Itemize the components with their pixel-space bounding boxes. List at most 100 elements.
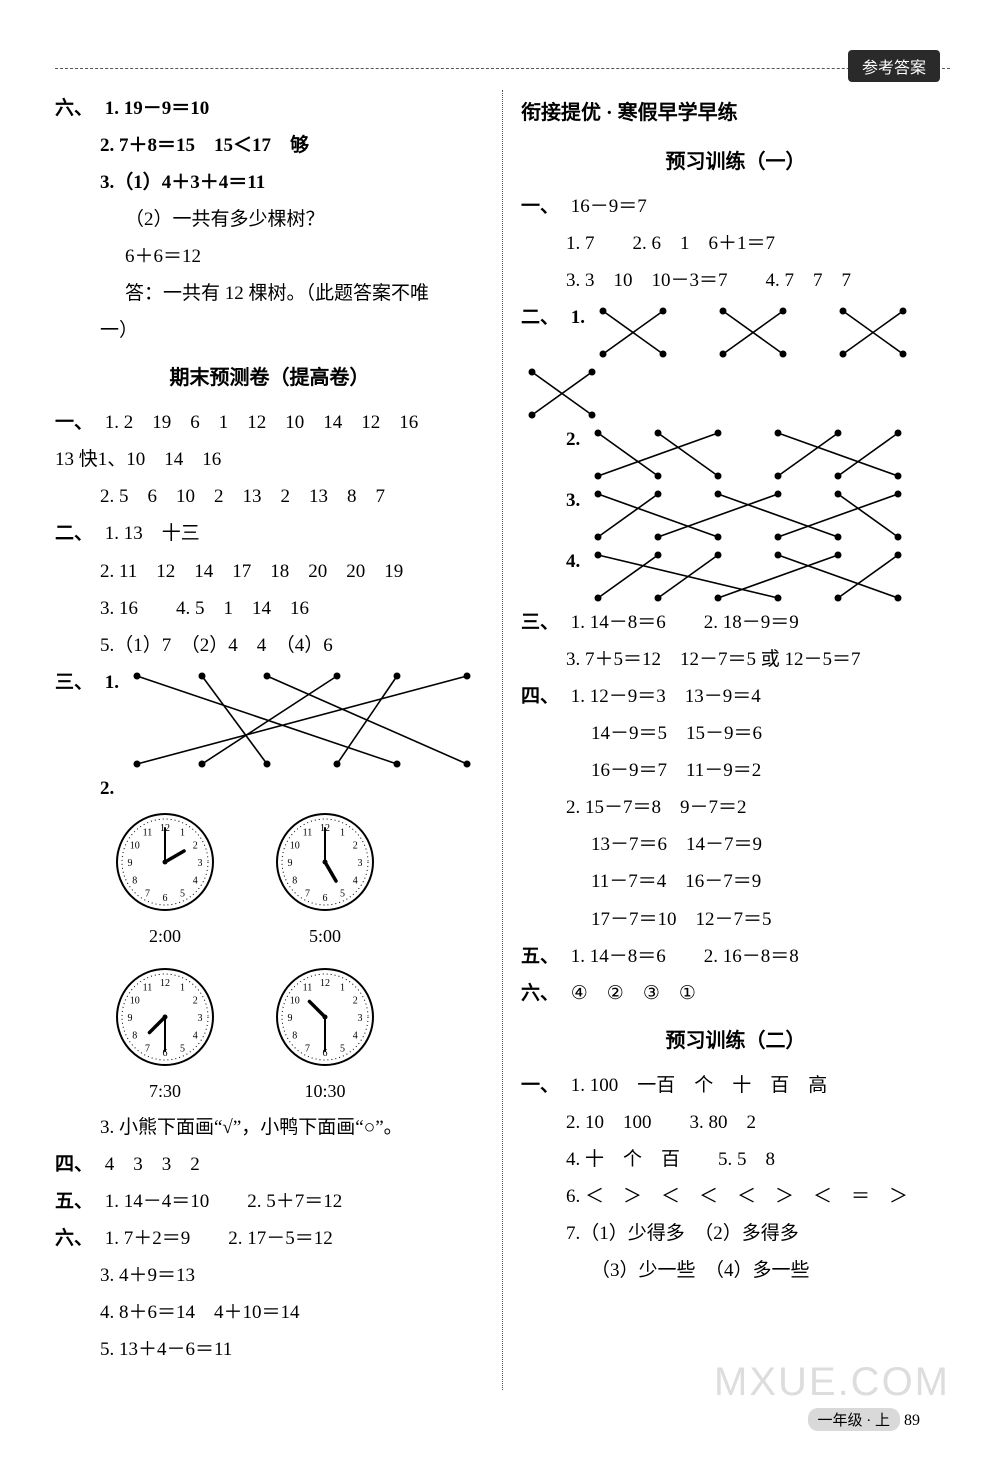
text: 13－7＝6 14－7＝9	[591, 826, 950, 863]
svg-text:9: 9	[128, 1013, 133, 1024]
text: （3）少一些 （4）多一些	[591, 1252, 950, 1289]
text: 6. ＜ ＞ ＜ ＜ ＜ ＞ ＜ ＝ ＞	[566, 1178, 950, 1215]
matching-diagram	[132, 670, 472, 770]
svg-text:10: 10	[290, 840, 300, 851]
matching-diagram-extra	[527, 366, 597, 421]
l-four: 四、 4 3 3 2	[55, 1146, 484, 1183]
svg-text:9: 9	[128, 858, 133, 869]
text: 1. 7 2. 6 1 6＋1＝7	[566, 225, 950, 262]
footer: 一年级 · 上 89	[808, 1408, 921, 1431]
matching-diagram	[593, 488, 903, 543]
matching-diagram	[593, 549, 903, 604]
clock-icon: 123456789101112	[270, 807, 380, 917]
num: 2.	[100, 770, 122, 807]
text: 5.（1）7 （2）4 4 （4）6	[100, 627, 484, 664]
r-one: 一、 16－9＝7	[521, 188, 950, 225]
text: 6＋6＝12	[125, 238, 484, 275]
r-five: 五、 1. 14－8＝6 2. 16－8＝8	[521, 938, 950, 975]
r-four: 四、 1. 12－9＝3 13－9＝4	[521, 678, 950, 715]
sec-label: 一、	[521, 1067, 566, 1104]
text: 13 快1、10 14 16	[55, 441, 484, 478]
text: 16－9＝7	[571, 196, 647, 217]
svg-text:10: 10	[290, 995, 300, 1006]
text: 3. 3 10 10－3＝7 4. 7 7 7	[566, 262, 950, 299]
clock-label: 7:30	[110, 1074, 220, 1109]
num: 1.	[105, 664, 127, 701]
text: 3.（1）4＋3＋4＝11	[100, 164, 484, 201]
text: 2. 7＋8＝15 15＜17 够	[100, 127, 484, 164]
sec-label: 六、	[55, 1220, 100, 1257]
text: 一）	[100, 312, 484, 349]
clock-cell: 123456789101112 7:30	[110, 962, 220, 1109]
svg-text:8: 8	[132, 1030, 137, 1041]
sec-label: 三、	[521, 604, 566, 641]
sec-label: 二、	[521, 299, 566, 336]
svg-text:9: 9	[288, 1013, 293, 1024]
sec-label: 二、	[55, 515, 100, 552]
text: 1. 7＋2＝9 2. 17－5＝12	[105, 1228, 333, 1249]
section-title: 期末预测卷（提高卷）	[55, 359, 484, 398]
text: 7.（1）少得多 （2）多得多	[566, 1215, 950, 1252]
svg-text:12: 12	[160, 978, 170, 989]
text: 17－7＝10 12－7＝5	[591, 901, 950, 938]
left-column: 六、 1. 19－9＝10 2. 7＋8＝15 15＜17 够 3.（1）4＋3…	[55, 90, 502, 1390]
r-six: 六、 ④ ② ③ ①	[521, 975, 950, 1012]
sec-label: 一、	[521, 188, 566, 225]
clock-row-1: 123456789101112 2:00 123456789101112 5:0…	[110, 807, 484, 954]
text: 4 3 3 2	[105, 1154, 200, 1175]
clock-label: 10:30	[270, 1074, 380, 1109]
sec-label: 四、	[55, 1146, 100, 1183]
clock-cell: 123456789101112 5:00	[270, 807, 380, 954]
r-two-4: 4.	[566, 543, 950, 604]
text: 4. 8＋6＝14 4＋10＝14	[100, 1294, 484, 1331]
num: 3.	[566, 482, 588, 519]
footer-grade: 一年级 · 上	[808, 1408, 901, 1431]
header-rule	[55, 68, 950, 69]
svg-text:3: 3	[358, 858, 363, 869]
r-two-2: 2.	[566, 421, 950, 482]
svg-text:2: 2	[353, 840, 358, 851]
svg-text:3: 3	[198, 858, 203, 869]
sec-label: 五、	[521, 938, 566, 975]
text: 3. 16 4. 5 1 14 16	[100, 590, 484, 627]
r-one2: 一、 1. 100 一百 个 十 百 高	[521, 1067, 950, 1104]
text: 1. 14－4＝10 2. 5＋7＝12	[105, 1191, 343, 1212]
svg-text:6: 6	[163, 893, 168, 904]
l-six: 六、 1. 19－9＝10	[55, 90, 484, 127]
text: 1. 14－8＝6 2. 18－9＝9	[571, 612, 799, 633]
text: 2. 11 12 14 17 18 20 20 19	[100, 553, 484, 590]
num: 2.	[566, 421, 588, 458]
main-title: 衔接提优 · 寒假早学早练	[521, 94, 950, 133]
svg-text:5: 5	[340, 888, 345, 899]
clock-cell: 123456789101112 2:00	[110, 807, 220, 954]
text: 11－7＝4 16－7＝9	[591, 863, 950, 900]
l-three: 三、 1.	[55, 664, 484, 770]
l-two: 二、 1. 13 十三	[55, 515, 484, 552]
text: 5. 13＋4－6＝11	[100, 1331, 484, 1368]
svg-text:2: 2	[353, 995, 358, 1006]
text: 答：一共有 12 棵树。（此题答案不唯	[125, 275, 484, 312]
text: 4. 十 个 百 5. 5 8	[566, 1141, 950, 1178]
sec-label: 六、	[55, 90, 100, 127]
l-six2: 六、 1. 7＋2＝9 2. 17－5＝12	[55, 1220, 484, 1257]
text: 2. 15－7＝8 9－7＝2	[566, 789, 950, 826]
svg-text:8: 8	[132, 875, 137, 886]
columns: 六、 1. 19－9＝10 2. 7＋8＝15 15＜17 够 3.（1）4＋3…	[55, 90, 950, 1390]
text: 1. 14－8＝6 2. 16－8＝8	[571, 946, 799, 967]
clock-label: 2:00	[110, 919, 220, 954]
svg-text:7: 7	[145, 888, 150, 899]
sec-label: 四、	[521, 678, 566, 715]
clock-row-2: 123456789101112 7:30 123456789101112 10:…	[110, 962, 484, 1109]
r-three: 三、 1. 14－8＝6 2. 18－9＝9	[521, 604, 950, 641]
r-two-3: 3.	[566, 482, 950, 543]
svg-text:8: 8	[292, 1030, 297, 1041]
svg-text:5: 5	[180, 888, 185, 899]
matching-diagram	[593, 427, 903, 482]
text: 1. 2 19 6 1 12 10 14 12 16	[105, 412, 419, 433]
svg-text:6: 6	[323, 893, 328, 904]
text: ④ ② ③ ①	[571, 983, 696, 1004]
svg-text:9: 9	[288, 858, 293, 869]
text: 3. 7＋5＝12 12－7＝5 或 12－5＝7	[566, 641, 950, 678]
l-one: 一、 1. 2 19 6 1 12 10 14 12 16	[55, 404, 484, 441]
svg-text:1: 1	[340, 982, 345, 993]
